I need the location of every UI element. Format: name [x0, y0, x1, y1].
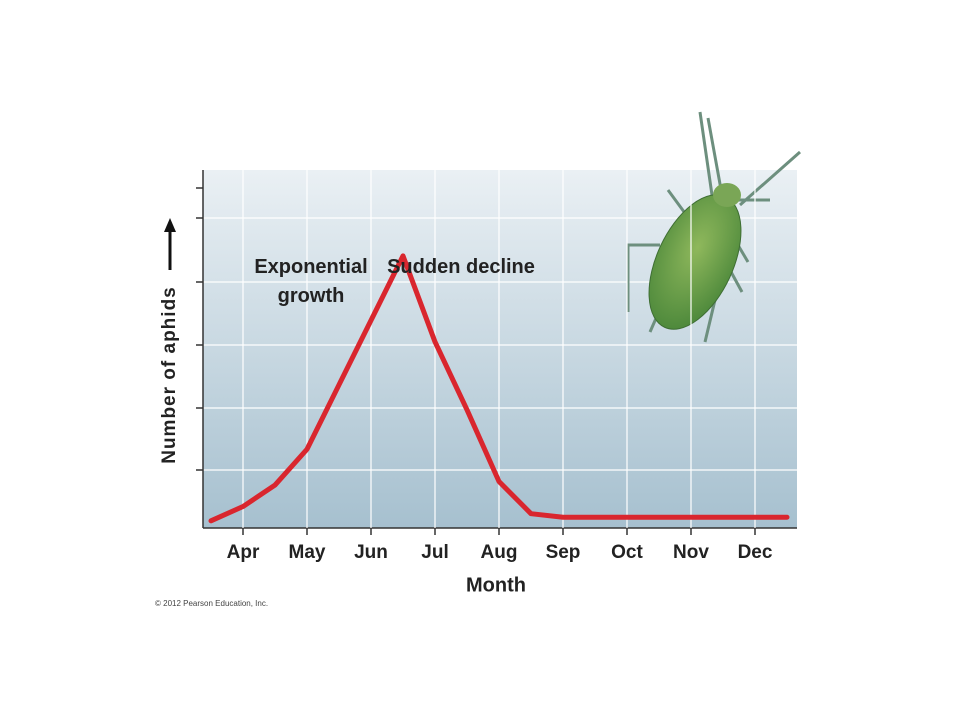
x-tick-label: May [289, 542, 326, 563]
data-line [208, 253, 790, 524]
y-arrowhead [164, 218, 176, 232]
aphid [626, 111, 801, 343]
x-tick-label: Dec [738, 542, 773, 563]
credit: © 2012 Pearson Education, Inc. [155, 599, 268, 608]
x-tick-label: Nov [673, 542, 709, 563]
annotation: Exponential growth [254, 256, 368, 307]
x-tick-label: Apr [227, 542, 260, 563]
x-tick-label: Oct [611, 542, 643, 563]
x-tick-label: Jul [421, 542, 448, 563]
x-tick-label: Jun [354, 542, 388, 563]
y-axis-label: Number of aphids [159, 286, 180, 464]
x-tick-label: Aug [481, 542, 518, 563]
x-axis-label: Month [466, 574, 526, 596]
annotation: Sudden decline [387, 256, 535, 278]
x-tick-label: Sep [546, 542, 581, 563]
y-axis [196, 170, 797, 529]
